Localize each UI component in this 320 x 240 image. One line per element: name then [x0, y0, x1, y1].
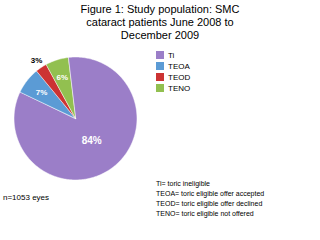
html-text:TEOD= toric eligible offer dec: TEOD= toric eligible offer declined: [156, 200, 263, 207]
html-text:TENO: TENO: [168, 83, 191, 93]
html-text:Figure 1: Study population: SM: Figure 1: Study population: SMC cataract…: [80, 3, 240, 42]
svg-text:84%: 84%: [82, 135, 102, 146]
svg-text:7%: 7%: [36, 87, 48, 96]
html-text:Ti= toric ineligible: Ti= toric ineligible: [156, 180, 210, 188]
html-text:TEOA= toric eligible offer acc: TEOA= toric eligible offer accepted: [156, 190, 265, 198]
html-text:TEOD: TEOD: [168, 72, 191, 82]
html-text:TEOA: TEOA: [168, 61, 190, 71]
svg-text:6%: 6%: [57, 73, 69, 82]
svg-text:3%: 3%: [31, 56, 43, 65]
html-text:n=1053 eyes: n=1053 eyes: [3, 192, 49, 202]
html-text:TENO= toric eligible not offer: TENO= toric eligible not offered: [156, 209, 254, 217]
html-text:Ti: Ti: [168, 50, 175, 60]
